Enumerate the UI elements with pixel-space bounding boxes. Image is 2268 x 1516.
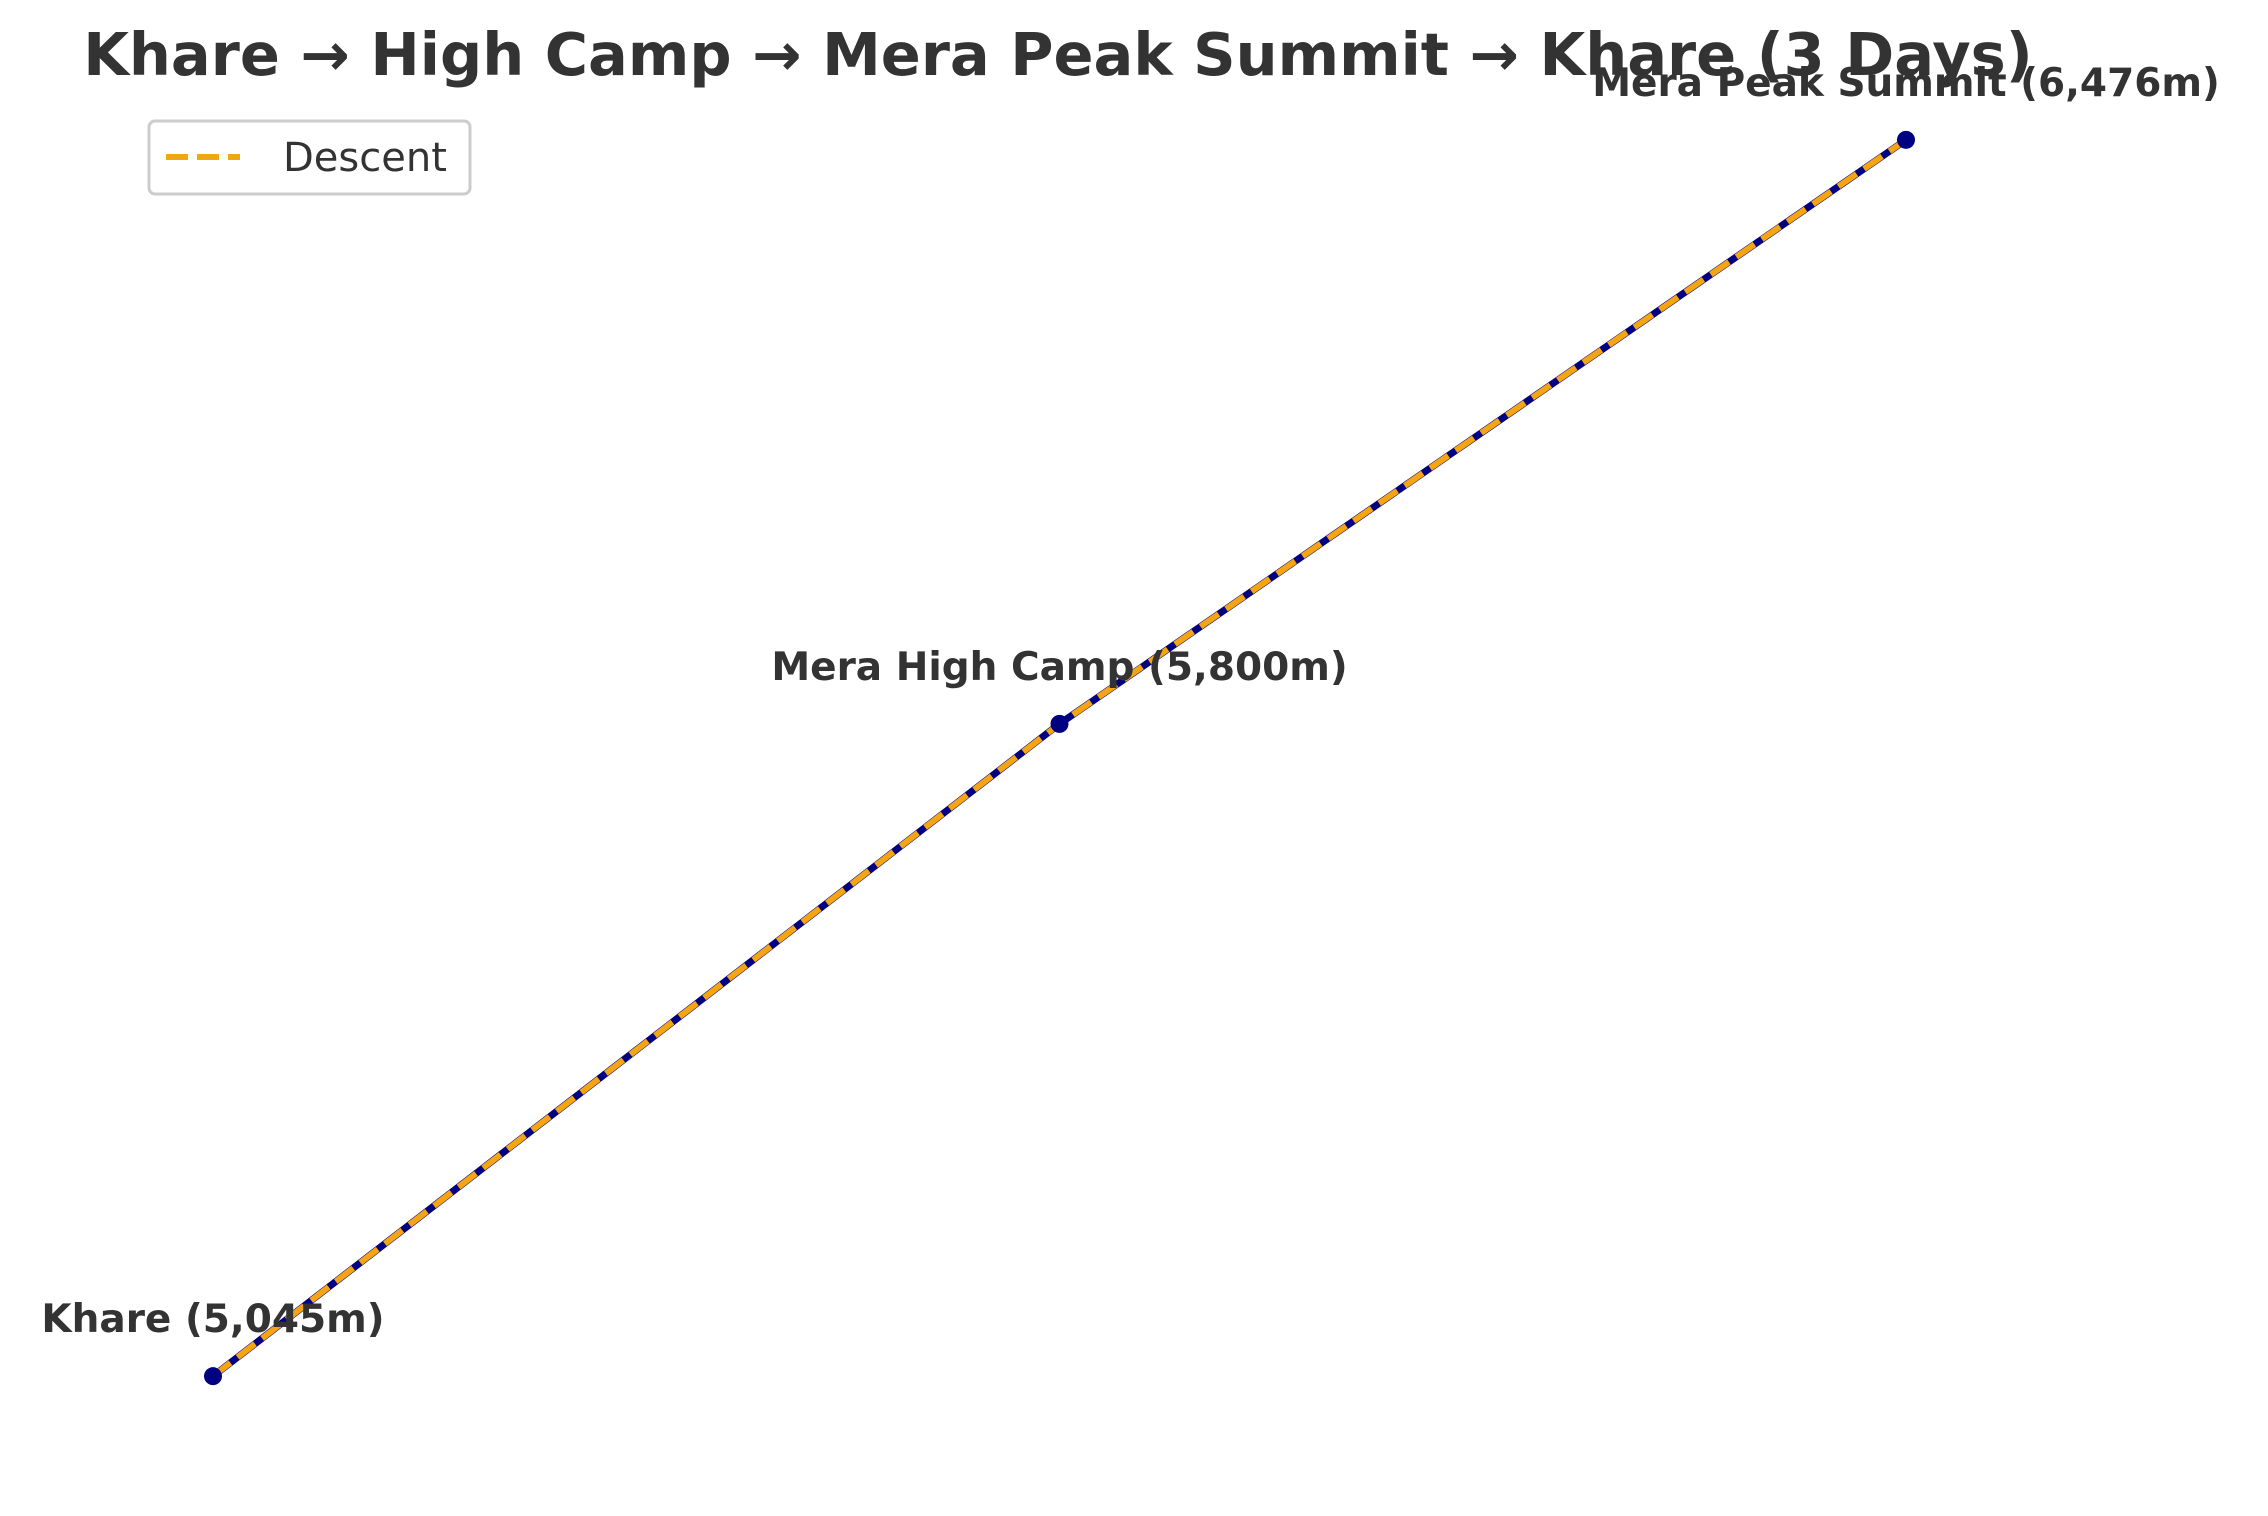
series-layer [210,136,1908,1379]
point-label: Khare (5,045m) [41,1297,384,1342]
legend-frame [147,119,472,196]
point-marker [1050,714,1069,733]
point-label: Mera High Camp (5,800m) [771,645,1347,690]
marker-layer [204,130,1915,1386]
series-line-ascent [210,136,1908,1379]
label-layer: Khare (5,045m) Mera High Camp (5,800m) Mer… [41,61,2219,1342]
point-marker [1897,130,1915,149]
point-marker [204,1367,222,1386]
legend-label-descent: Descent [283,135,447,181]
chart-title: Khare → High Camp → Mera Peak Summit → K… [83,20,2033,89]
point-label: Mera Peak Summit (6,476m) [1592,61,2220,106]
series-line-descent [211,137,1908,1379]
legend: Descent [147,119,472,196]
